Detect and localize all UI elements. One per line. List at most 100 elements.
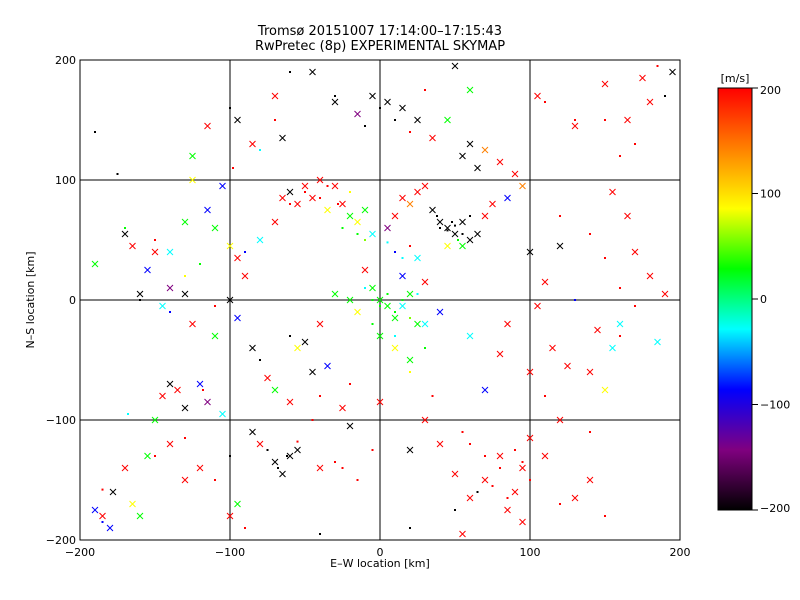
dot-marker xyxy=(634,305,636,307)
x-tick-label: 0 xyxy=(377,546,384,559)
dot-marker xyxy=(154,455,156,457)
cross-marker xyxy=(669,68,676,76)
cross-marker xyxy=(346,422,354,430)
cross-marker xyxy=(121,464,129,472)
cross-marker xyxy=(106,524,114,532)
dot-marker xyxy=(341,227,344,229)
cross-marker xyxy=(586,368,594,376)
cross-marker xyxy=(399,302,406,310)
cross-marker xyxy=(346,212,354,220)
cross-marker xyxy=(601,386,609,394)
cross-marker xyxy=(211,332,219,340)
dot-marker xyxy=(116,173,119,175)
cross-marker xyxy=(519,182,526,190)
dot-marker xyxy=(127,413,129,415)
cross-marker xyxy=(436,440,444,448)
cross-marker xyxy=(279,194,286,202)
dot-marker xyxy=(232,167,234,169)
cross-marker xyxy=(541,452,549,460)
cross-marker xyxy=(316,320,324,328)
cross-marker xyxy=(391,344,399,352)
x-tick-label: −200 xyxy=(65,546,95,559)
dot-marker xyxy=(334,461,336,463)
cross-marker xyxy=(376,398,384,406)
cross-marker xyxy=(166,380,174,388)
dot-marker xyxy=(424,347,426,349)
dot-marker xyxy=(401,257,404,259)
cross-marker xyxy=(444,116,451,124)
cross-marker xyxy=(166,440,174,448)
cross-marker xyxy=(271,386,279,394)
cross-marker xyxy=(354,218,361,226)
cross-marker xyxy=(406,290,414,298)
dot-marker xyxy=(319,533,321,535)
dot-marker xyxy=(371,299,374,301)
cross-marker xyxy=(511,170,519,178)
cross-marker xyxy=(414,254,421,262)
cross-marker xyxy=(376,296,384,304)
cross-marker xyxy=(99,512,106,520)
cross-marker xyxy=(481,146,489,154)
cross-marker xyxy=(294,200,301,208)
dot-marker xyxy=(289,203,291,205)
dot-marker xyxy=(379,107,381,109)
y-tick-label: 0 xyxy=(69,294,76,307)
cross-marker xyxy=(234,116,241,124)
cross-marker xyxy=(496,452,504,460)
dot-marker xyxy=(394,311,396,313)
colorbar-tick-label: 0 xyxy=(760,293,767,306)
dot-marker xyxy=(544,395,546,397)
cross-marker xyxy=(234,254,241,262)
cross-marker xyxy=(451,230,459,238)
cross-marker xyxy=(466,86,474,94)
cross-marker xyxy=(639,74,646,82)
dot-marker xyxy=(409,131,411,133)
cross-marker xyxy=(136,290,144,298)
dot-marker xyxy=(379,305,381,307)
dot-marker xyxy=(244,251,246,253)
dot-marker xyxy=(521,461,524,463)
cross-marker xyxy=(466,140,474,148)
dot-marker xyxy=(604,515,606,517)
cross-marker xyxy=(451,62,459,70)
dot-marker xyxy=(469,443,471,445)
cross-marker xyxy=(391,314,399,322)
dot-marker xyxy=(604,257,606,259)
dot-marker xyxy=(184,275,186,277)
cross-marker xyxy=(429,134,436,142)
cross-marker xyxy=(571,494,579,502)
cross-marker xyxy=(646,272,654,280)
cross-marker xyxy=(309,368,316,376)
cross-marker xyxy=(399,194,406,202)
cross-marker xyxy=(271,92,279,100)
chart-subtitle: RwPretec (8p) EXPERIMENTAL SKYMAP xyxy=(255,39,505,54)
y-tick-label: 100 xyxy=(55,174,76,187)
cross-marker xyxy=(331,182,339,190)
dot-marker xyxy=(514,449,516,451)
dot-marker xyxy=(431,395,434,397)
cross-marker xyxy=(376,332,384,340)
cross-marker xyxy=(331,290,339,298)
dot-marker xyxy=(454,224,456,227)
dot-marker xyxy=(341,467,344,469)
cross-marker xyxy=(279,470,286,478)
cross-marker xyxy=(204,122,211,130)
cross-marker xyxy=(301,182,309,190)
dot-marker xyxy=(457,239,459,241)
cross-marker xyxy=(609,188,616,196)
cross-marker xyxy=(474,164,481,172)
data-points xyxy=(91,62,676,538)
dot-marker xyxy=(364,239,366,241)
cross-marker xyxy=(466,236,474,244)
dot-marker xyxy=(559,215,561,217)
cross-marker xyxy=(406,356,414,364)
grid-lines xyxy=(80,60,680,540)
dot-marker xyxy=(337,203,339,205)
dot-marker xyxy=(461,233,464,235)
cross-marker xyxy=(549,344,556,352)
dot-marker xyxy=(214,305,216,307)
cross-marker xyxy=(504,320,511,328)
dot-marker xyxy=(356,479,359,481)
colorbar-unit-label: [m/s] xyxy=(721,72,750,85)
cross-marker xyxy=(496,158,504,166)
